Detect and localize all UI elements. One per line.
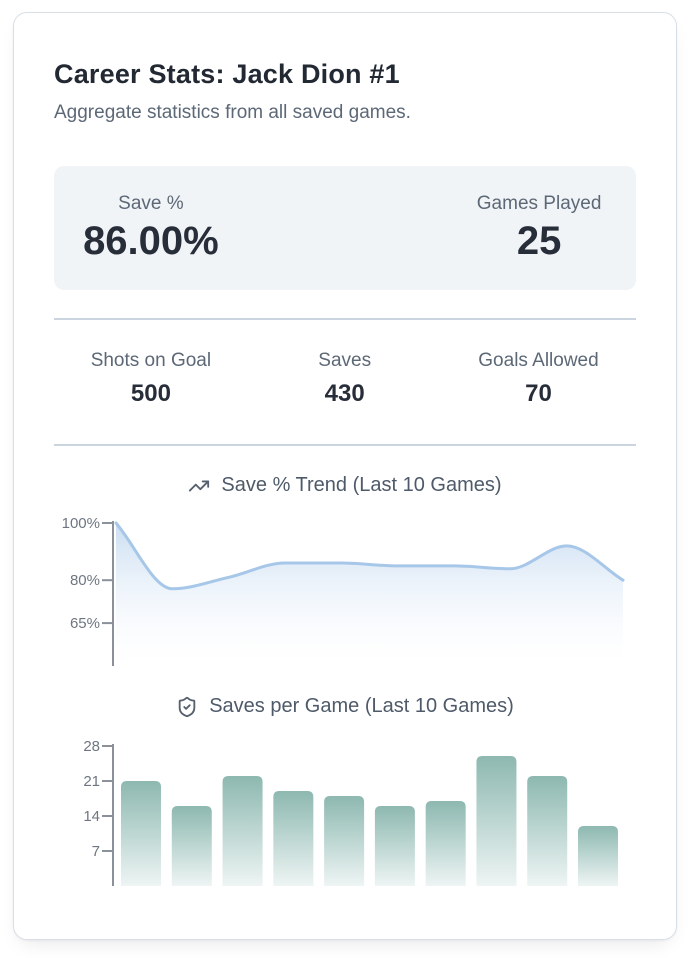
stat-value: 430 (324, 380, 365, 407)
stat-save-percentage: Save % 86.00% (54, 193, 248, 264)
bar-game-6 (374, 806, 415, 886)
bar-game-4 (273, 791, 314, 886)
save-trend-title-row: Save % Trend (Last 10 Games) (54, 474, 636, 497)
stat-label: Shots on Goal (90, 350, 212, 371)
bar-game-2 (171, 806, 212, 886)
svg-text:80%: 80% (70, 572, 100, 589)
stat-label: Goals Allowed (478, 350, 599, 371)
bar-game-3 (222, 776, 263, 886)
save-trend-chart: 100% 80% 65% (54, 511, 636, 671)
card-subtitle: Aggregate statistics from all saved game… (54, 102, 411, 123)
stat-games-played: Games Played 25 (442, 193, 636, 264)
saves-per-game-section: Saves per Game (Last 10 Games) 7 14 21 28 (54, 695, 636, 890)
primary-stats-panel: Save % 86.00% Games Played 25 (54, 166, 636, 290)
stat-value: 500 (130, 380, 171, 407)
stat-value: 70 (525, 380, 552, 407)
bar-game-1 (121, 781, 161, 886)
svg-text:28: 28 (83, 738, 100, 755)
svg-text:65%: 65% (70, 615, 100, 632)
bar-chart-svg: 7 14 21 28 (83, 738, 618, 886)
chart-title: Save % Trend (Last 10 Games) (221, 474, 502, 496)
page-title: Career Stats: Jack Dion #1 (54, 59, 400, 89)
bar-game-5 (324, 796, 365, 886)
secondary-stats-row: Shots on Goal 500 Saves 430 Goals Allowe… (54, 350, 636, 408)
bar-game-9 (527, 776, 568, 886)
stat-value: 86.00% (83, 218, 219, 263)
stat-saves: Saves 430 (248, 350, 442, 408)
area-chart-svg: 100% 80% 65% (62, 515, 625, 666)
chart-title: Saves per Game (Last 10 Games) (209, 695, 514, 717)
divider (54, 444, 636, 446)
stat-shots-on-goal: Shots on Goal 500 (54, 350, 248, 408)
bar-game-10 (578, 826, 618, 886)
save-trend-section: Save % Trend (Last 10 Games) 100% 80% 65% (54, 474, 636, 671)
stat-label: Saves (318, 350, 372, 371)
bar-game-8 (476, 756, 517, 886)
career-stats-card: Career Stats: Jack Dion #1 Aggregate sta… (13, 12, 677, 940)
stat-label: Save % (118, 192, 184, 214)
stat-label: Games Played (476, 192, 602, 214)
svg-text:7: 7 (92, 843, 100, 860)
saves-per-game-chart: 7 14 21 28 (54, 730, 636, 890)
saves-per-game-title-row: Saves per Game (Last 10 Games) (54, 695, 636, 718)
svg-text:14: 14 (83, 808, 100, 825)
trending-up-icon (189, 480, 210, 491)
stat-goals-allowed: Goals Allowed 70 (442, 350, 636, 408)
bar-game-7 (425, 801, 466, 886)
stat-value: 25 (516, 218, 562, 263)
shield-check-icon (178, 696, 196, 717)
svg-text:21: 21 (83, 773, 100, 790)
divider (54, 318, 636, 320)
svg-text:100%: 100% (62, 515, 100, 532)
